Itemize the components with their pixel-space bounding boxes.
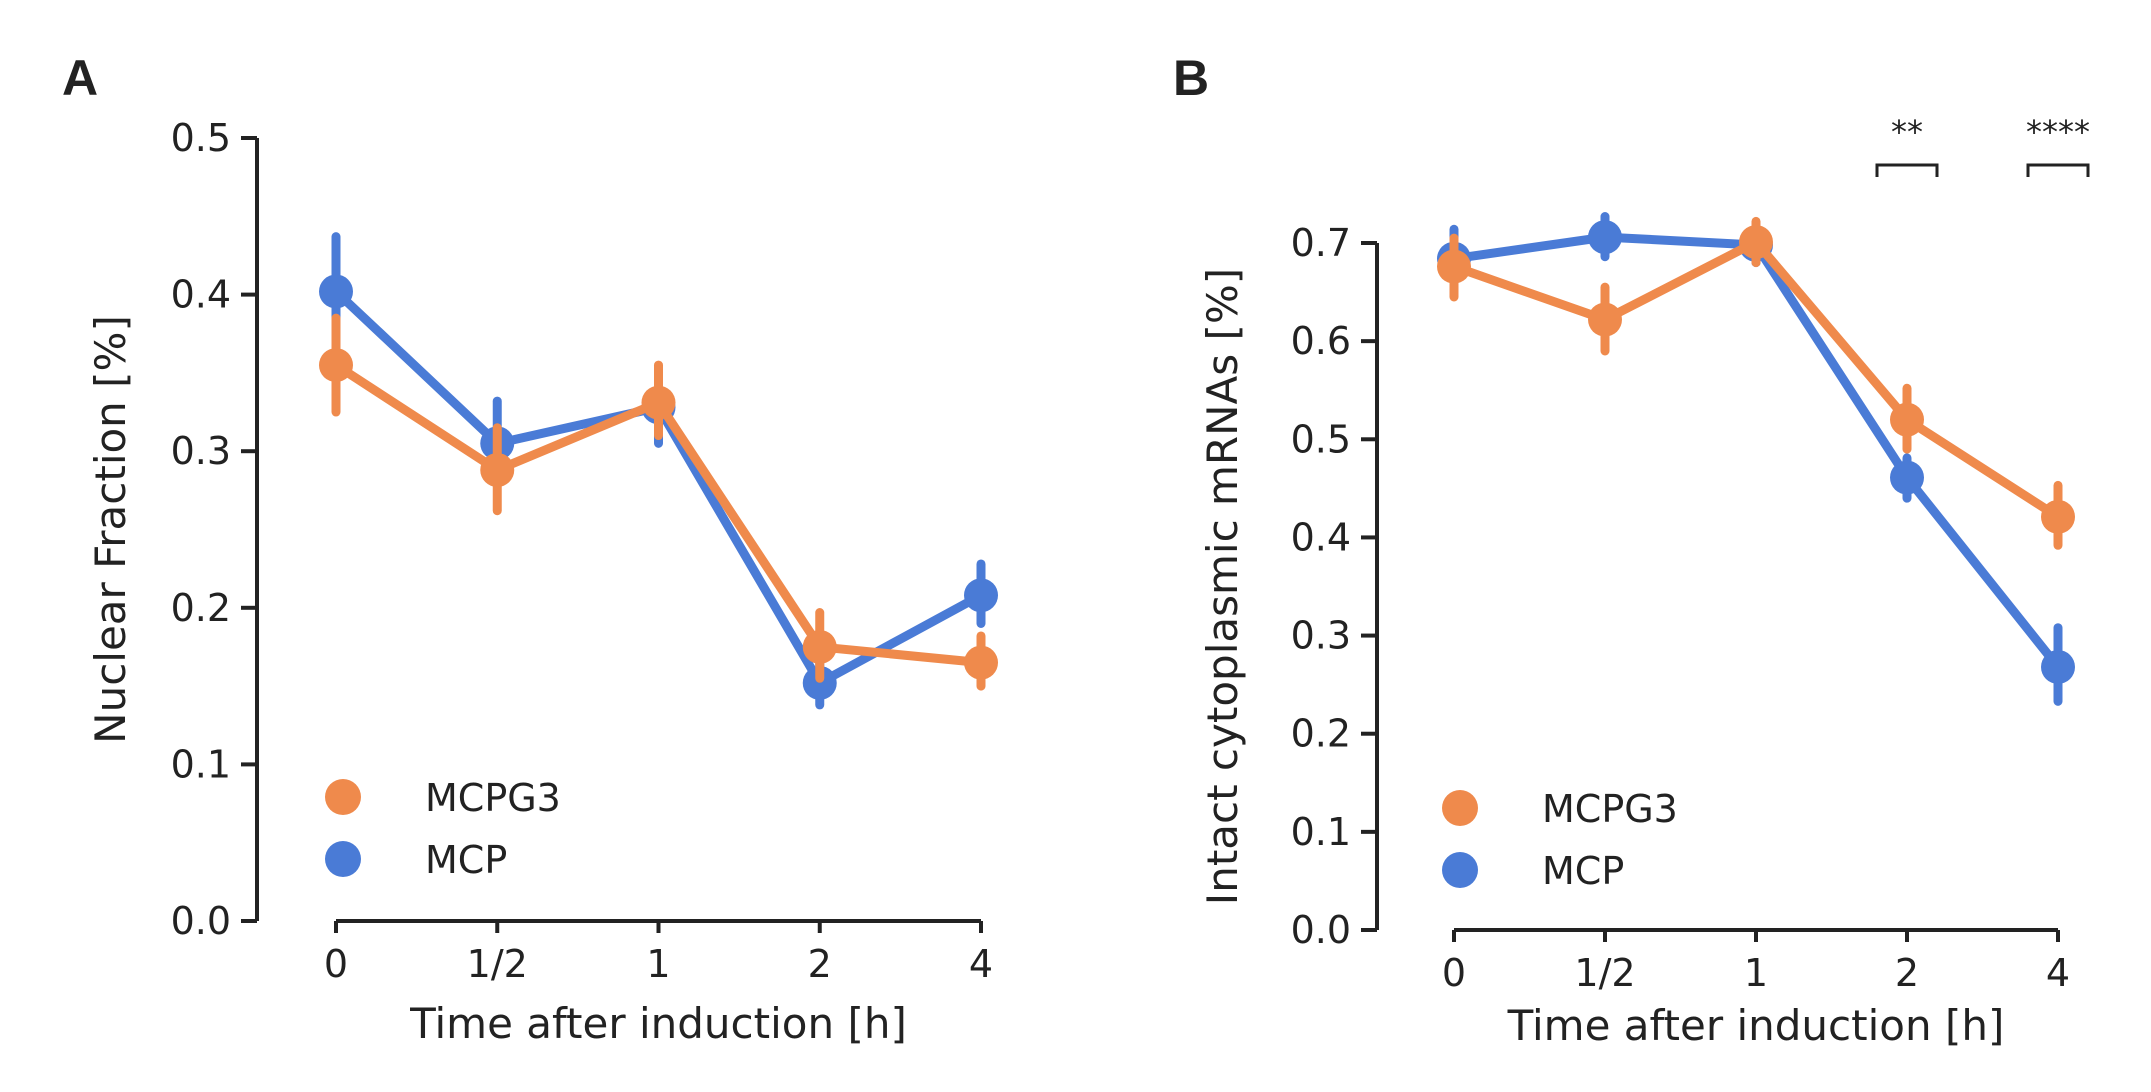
legend-marker-mcp <box>1442 852 1478 888</box>
y-axis-label: Nuclear Fraction [%] <box>86 315 135 744</box>
data-point-mcpg3 <box>802 629 837 664</box>
y-tick-label: 0.5 <box>171 116 231 160</box>
x-tick-label: 1/2 <box>1574 951 1635 995</box>
y-tick-label: 0.0 <box>171 899 231 943</box>
data-point-mcp <box>1890 460 1924 495</box>
legend-marker-mcpg3 <box>325 779 361 815</box>
x-tick-label: 1 <box>1744 951 1768 995</box>
x-tick-label: 1 <box>646 942 670 986</box>
legend-label-mcpg3: MCPG3 <box>425 776 561 820</box>
y-tick-label: 0.4 <box>1291 515 1351 559</box>
y-tick-label: 0.6 <box>1291 319 1351 363</box>
legend-label-mcp: MCP <box>1542 849 1624 893</box>
data-point-mcpg3 <box>1890 402 1924 437</box>
y-tick-label: 0.1 <box>1291 810 1351 854</box>
y-tick-label: 0.3 <box>171 429 231 473</box>
data-point-mcpg3 <box>1437 249 1471 284</box>
data-point-mcp <box>2041 649 2075 684</box>
data-point-mcp <box>964 578 998 613</box>
y-tick-label: 0.2 <box>1291 712 1351 756</box>
x-tick-label: 0 <box>1442 951 1466 995</box>
y-tick-label: 0.0 <box>1291 908 1351 952</box>
series-line-mcp <box>332 288 984 688</box>
legend-marker-mcpg3 <box>1442 790 1478 826</box>
legend-label-mcp: MCP <box>425 838 507 882</box>
series-line-mcpg3 <box>1452 237 2061 521</box>
x-axis-label: Time after induction [h] <box>1507 1001 2005 1050</box>
significance-bracket <box>1875 163 1939 177</box>
legend-marker-mcp <box>325 841 361 877</box>
y-tick-label: 0.2 <box>171 586 231 630</box>
y-tick-label: 0.1 <box>171 742 231 786</box>
panel-letter: B <box>1173 50 1209 106</box>
data-point-mcp <box>319 274 353 309</box>
data-point-mcpg3 <box>641 385 676 420</box>
y-tick-label: 0.7 <box>1291 221 1351 265</box>
data-point-mcpg3 <box>480 452 515 487</box>
y-tick-label: 0.3 <box>1291 614 1351 658</box>
x-axis-label: Time after induction [h] <box>409 999 907 1048</box>
x-tick-label: 1/2 <box>467 942 528 986</box>
data-point-mcpg3 <box>964 645 998 680</box>
data-point-mcpg3 <box>2041 499 2075 534</box>
x-tick-label: 0 <box>324 942 348 986</box>
x-tick-label: 2 <box>808 942 832 986</box>
x-tick-label: 2 <box>1895 951 1919 995</box>
y-axis-label: Intact cytoplasmic mRNAs [%] <box>1198 268 1247 905</box>
x-tick-label: 4 <box>2046 951 2070 995</box>
data-point-mcp <box>1588 220 1622 255</box>
significance-label: **** <box>2026 113 2090 151</box>
significance-label: ** <box>1891 113 1923 151</box>
x-tick-label: 4 <box>969 942 993 986</box>
data-point-mcp <box>802 665 837 700</box>
panel-a-chart: A 0.0 0.1 0.2 0.3 0.4 0.5 0 1/2 1 2 4 Time after ind… <box>62 50 998 1048</box>
data-point-mcpg3 <box>1588 302 1622 337</box>
legend-label-mcpg3: MCPG3 <box>1542 787 1678 831</box>
panel-b-chart: B 0.0 0.1 0.2 0.3 0.4 0.5 0.6 0.7 0 1/2 1 2 4 Time aft… <box>1173 50 2090 1050</box>
significance-bracket <box>2026 163 2090 177</box>
data-point-mcpg3 <box>1739 225 1773 260</box>
y-tick-label: 0.4 <box>171 273 231 317</box>
y-tick-label: 0.5 <box>1291 417 1351 461</box>
data-point-mcpg3 <box>319 348 353 383</box>
panel-letter: A <box>62 50 98 106</box>
